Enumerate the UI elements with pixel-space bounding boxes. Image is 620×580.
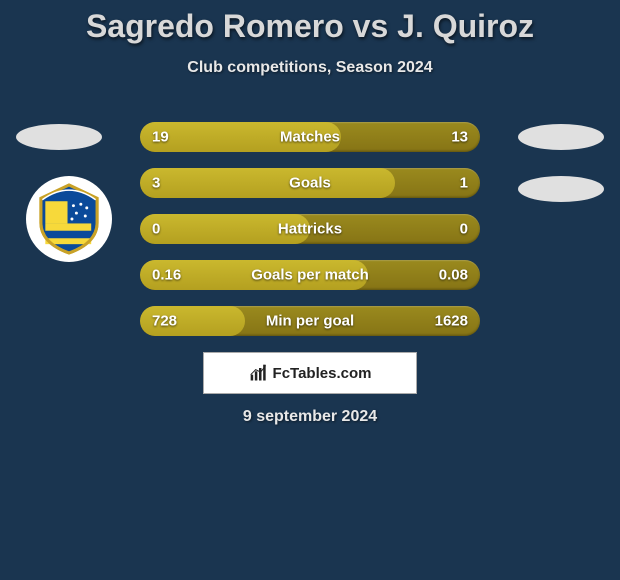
subtitle: Club competitions, Season 2024 bbox=[0, 59, 620, 77]
stat-row: 3Goals1 bbox=[140, 168, 480, 198]
stat-right-value: 13 bbox=[451, 129, 468, 146]
player1-club-crest bbox=[26, 176, 112, 262]
stat-right-value: 0.08 bbox=[439, 267, 468, 284]
stat-label: Hattricks bbox=[140, 221, 480, 238]
club-crest-icon bbox=[32, 182, 106, 256]
attribution-text: FcTables.com bbox=[273, 365, 372, 382]
stat-row: 0.16Goals per match0.08 bbox=[140, 260, 480, 290]
stat-label: Goals per match bbox=[140, 267, 480, 284]
player2-club-badge bbox=[518, 176, 604, 202]
stat-right-value: 0 bbox=[460, 221, 468, 238]
stat-row: 19Matches13 bbox=[140, 122, 480, 152]
stats-container: 19Matches13 3Goals1 0Hattricks0 0.16Goals p… bbox=[140, 122, 480, 352]
chart-icon bbox=[249, 363, 269, 383]
stat-label: Matches bbox=[140, 129, 480, 146]
stat-row: 728Min per goal1628 bbox=[140, 306, 480, 336]
date-text: 9 september 2024 bbox=[0, 408, 620, 426]
attribution-badge[interactable]: FcTables.com bbox=[203, 352, 417, 394]
stat-right-value: 1628 bbox=[435, 313, 468, 330]
stat-label: Goals bbox=[140, 175, 480, 192]
stat-row: 0Hattricks0 bbox=[140, 214, 480, 244]
page-title: Sagredo Romero vs J. Quiroz bbox=[0, 0, 620, 45]
stat-label: Min per goal bbox=[140, 313, 480, 330]
stat-right-value: 1 bbox=[460, 175, 468, 192]
player1-avatar bbox=[16, 124, 102, 150]
player2-avatar bbox=[518, 124, 604, 150]
